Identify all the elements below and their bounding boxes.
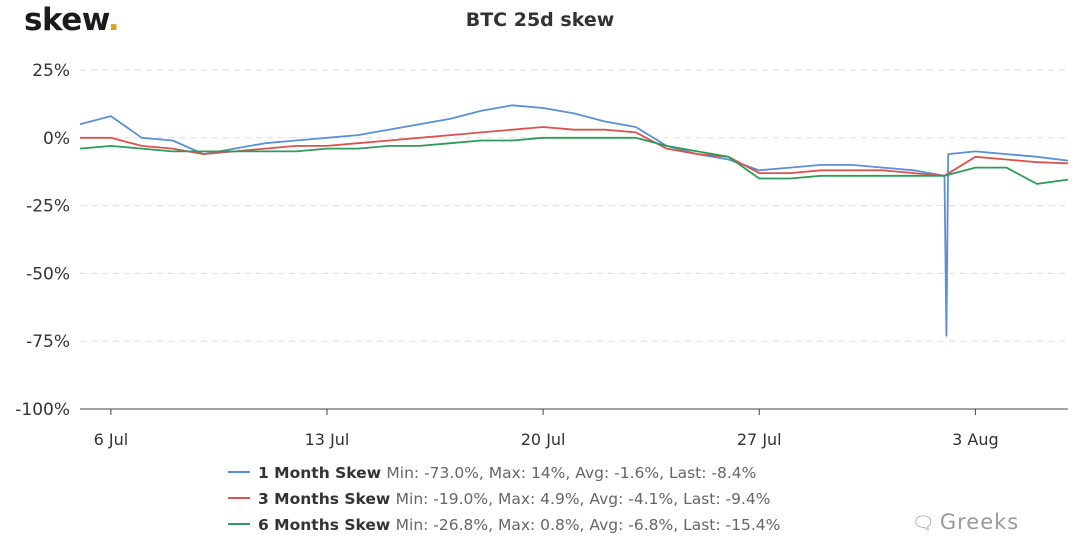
- legend-series-stats: Min: -26.8%, Max: 0.8%, Avg: -6.8%, Last…: [395, 516, 781, 534]
- legend: 1 Month Skew Min: -73.0%, Max: 14%, Avg:…: [228, 460, 780, 538]
- legend-series-name: 6 Months Skew: [258, 516, 396, 534]
- legend-series-stats: Min: -73.0%, Max: 14%, Avg: -1.6%, Last:…: [386, 464, 757, 482]
- brand-logo: skew.: [24, 2, 120, 38]
- y-tick-label: -100%: [15, 400, 70, 420]
- wechat-icon: 🗨: [912, 513, 936, 534]
- legend-series-stats: Min: -19.0%, Max: 4.9%, Avg: -4.1%, Last…: [395, 490, 771, 508]
- y-axis: 25% 0% -25% -50% -75% -100%: [15, 61, 70, 420]
- x-axis: 6 Jul 13 Jul 20 Jul 27 Jul 3 Aug: [80, 408, 1068, 449]
- x-tick-label: 13 Jul: [305, 430, 350, 449]
- legend-swatch: [228, 470, 250, 473]
- legend-series-name: 3 Months Skew: [258, 490, 396, 508]
- y-tick-label: -75%: [26, 332, 70, 352]
- x-tick-label: 6 Jul: [94, 430, 129, 449]
- x-tick-label: 27 Jul: [737, 430, 782, 449]
- y-tick-label: -50%: [26, 264, 70, 284]
- watermark: 🗨 Greeks: [912, 510, 1020, 534]
- legend-entry[interactable]: 1 Month Skew Min: -73.0%, Max: 14%, Avg:…: [228, 460, 780, 486]
- series-lines: [79, 104, 1069, 337]
- legend-swatch: [228, 496, 250, 499]
- legend-entry[interactable]: 6 Months Skew Min: -26.8%, Max: 0.8%, Av…: [228, 512, 780, 538]
- y-tick-label: 25%: [32, 61, 70, 81]
- chart-title: BTC 25d skew: [465, 9, 615, 31]
- legend-series-name: 1 Month Skew: [258, 464, 387, 482]
- x-tick-label: 20 Jul: [521, 430, 566, 449]
- y-tick-label: 0%: [43, 129, 70, 149]
- legend-swatch: [228, 522, 250, 525]
- x-tick-label: 3 Aug: [952, 430, 999, 449]
- y-tick-label: -25%: [26, 197, 70, 217]
- legend-entry[interactable]: 3 Months Skew Min: -19.0%, Max: 4.9%, Av…: [228, 486, 780, 512]
- series-line-3: [79, 136, 1069, 185]
- gridlines: [80, 69, 1068, 342]
- series-line-2: [80, 126, 1069, 177]
- series-line-1: [79, 104, 1069, 337]
